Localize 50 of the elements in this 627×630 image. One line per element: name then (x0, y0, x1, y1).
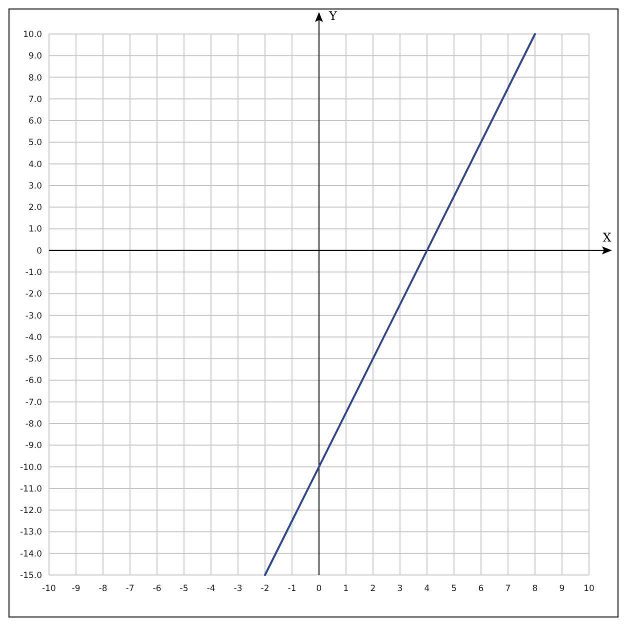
x-tick-label: -2 (260, 584, 270, 594)
y-tick-label: 2.0 (28, 203, 42, 214)
y-tick-label: -4.0 (25, 332, 42, 343)
x-tick-label: 9 (559, 584, 565, 594)
y-tick-label: -12.0 (20, 506, 42, 516)
y-axis-title: Y (328, 9, 338, 23)
x-tick-label: -9 (72, 584, 80, 594)
y-tick-label: 3.0 (28, 181, 42, 192)
y-tick-label: -9.0 (25, 441, 42, 452)
x-tick-label: 8 (532, 584, 538, 594)
x-tick-label: 3 (397, 584, 403, 594)
y-tick-label: 0 (36, 246, 42, 256)
y-tick-label: -1.0 (25, 268, 42, 278)
x-tick-label: -8 (98, 584, 108, 594)
y-tick-label: -8.0 (25, 419, 42, 430)
x-tick-label: -6 (152, 584, 162, 594)
x-tick-label: -7 (126, 584, 134, 594)
x-tick-label: -5 (180, 584, 188, 594)
x-tick-label: 0 (316, 584, 322, 594)
y-tick-label: -7.0 (25, 398, 42, 408)
x-tick-label: -10 (42, 584, 56, 594)
y-tick-label: -11.0 (20, 484, 42, 494)
x-tick-label: -1 (288, 584, 296, 594)
y-tick-label: -5.0 (25, 354, 42, 365)
y-tick-label: -3.0 (25, 311, 42, 322)
y-tick-label: -6.0 (25, 376, 42, 386)
y-tick-label: 1.0 (28, 224, 42, 235)
y-tick-label: -2.0 (25, 290, 42, 300)
y-tick-label: 6.0 (28, 116, 42, 127)
x-tick-label: 6 (478, 584, 484, 594)
y-tick-label: 8.0 (28, 73, 42, 84)
x-tick-label: 2 (370, 584, 376, 594)
y-tick-label: 5.0 (28, 138, 42, 148)
y-tick-label: 10.0 (23, 30, 42, 40)
x-tick-label: 7 (505, 584, 511, 594)
line-series (264, 33, 536, 576)
y-tick-label: 7.0 (28, 94, 42, 105)
x-tick-label: 4 (424, 584, 430, 594)
x-tick-label: 10 (584, 584, 594, 594)
y-tick-label: 4.0 (28, 160, 42, 170)
y-tick-label: -13.0 (20, 528, 42, 538)
y-tick-label: -14.0 (20, 549, 42, 560)
y-tick-label: -15.0 (20, 570, 42, 581)
y-tick-label: 9.0 (28, 52, 42, 62)
x-tick-label: 5 (451, 584, 457, 594)
y-tick-label: -10.0 (20, 462, 42, 473)
x-tick-label: -3 (234, 584, 242, 594)
x-tick-label: -4 (206, 584, 216, 594)
x-tick-label: 1 (343, 584, 349, 594)
x-axis-title: X (602, 230, 612, 244)
